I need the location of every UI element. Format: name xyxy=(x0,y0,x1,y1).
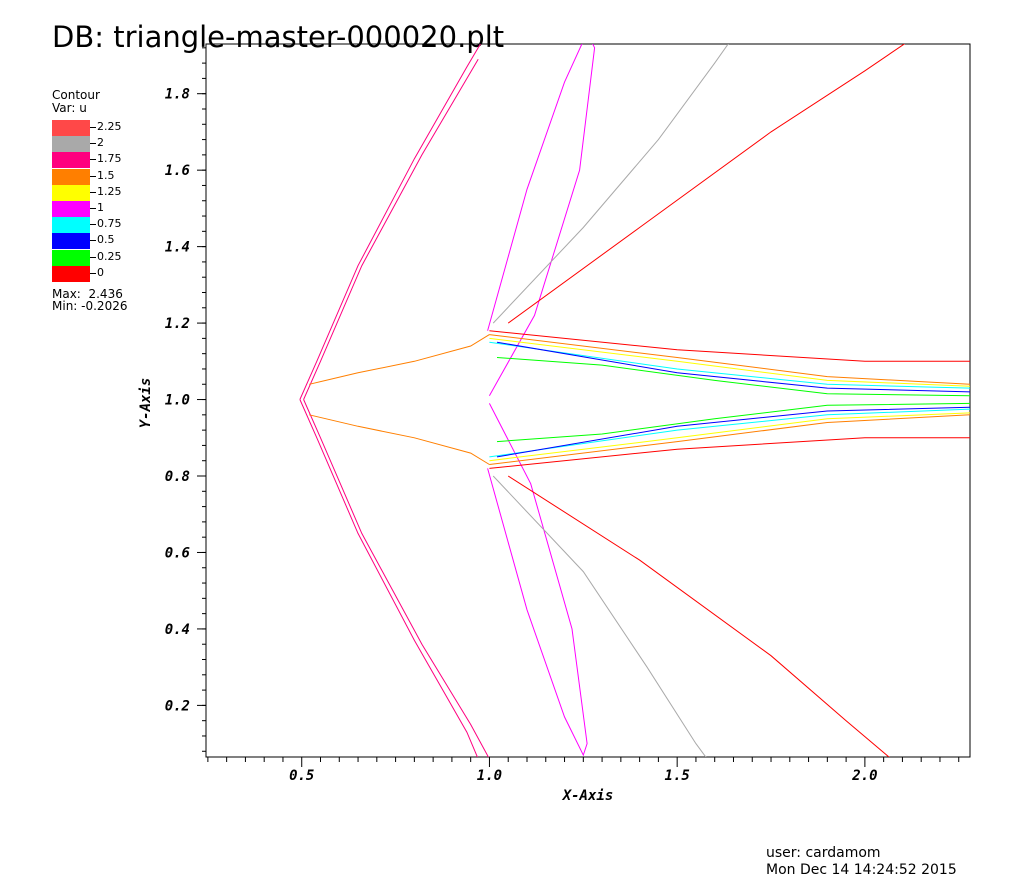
legend-swatch xyxy=(52,233,90,250)
legend-item: 0.75 xyxy=(52,217,172,234)
plot-footer: user: cardamom Mon Dec 14 14:24:52 2015 xyxy=(766,845,957,879)
contour-line xyxy=(489,408,970,458)
contour-line xyxy=(487,44,596,396)
legend-max: Max: 2.436 xyxy=(52,287,123,301)
contour-line xyxy=(299,399,478,757)
legend-swatch xyxy=(52,152,90,169)
contour-line xyxy=(507,475,890,757)
y-tick-label: 1.6 xyxy=(165,163,190,179)
legend-item: 0 xyxy=(52,265,172,282)
legend-label: 2 xyxy=(97,136,104,150)
y-tick-label: 1.0 xyxy=(165,393,190,409)
legend-item: 1.75 xyxy=(52,152,172,169)
legend-label: 2.25 xyxy=(97,120,122,133)
contour-line xyxy=(489,341,970,389)
contour-line xyxy=(489,334,970,385)
contour-line xyxy=(299,44,481,400)
footer-timestamp: Mon Dec 14 14:24:52 2015 xyxy=(766,862,957,878)
contour-line xyxy=(492,44,729,324)
legend-tick xyxy=(90,191,96,193)
legend-label: 1.5 xyxy=(97,168,115,182)
legend-swatch xyxy=(52,217,90,234)
legend-tick xyxy=(90,272,96,274)
legend-swatch xyxy=(52,249,90,266)
contour-line xyxy=(496,341,970,393)
contour-line xyxy=(489,414,970,465)
y-tick-label: 0.2 xyxy=(165,698,190,714)
legend-tick xyxy=(90,127,96,128)
plot-title: DB: triangle-master-000020.plt xyxy=(52,20,505,54)
legend-label: 0.5 xyxy=(97,233,115,247)
contour-line xyxy=(492,475,707,757)
legend-tick xyxy=(90,224,96,226)
legend-swatch xyxy=(52,201,90,217)
contour-line xyxy=(489,330,970,362)
legend-swatch xyxy=(52,265,90,282)
legend-item: 1.25 xyxy=(52,184,172,201)
y-tick-label: 0.8 xyxy=(165,469,190,485)
legend-label: 1.75 xyxy=(97,152,122,166)
y-axis-title: Y-Axis xyxy=(138,378,154,429)
contour-legend: Contour Var: u 2.25 2 1.75 1.5 1.25 1 0.75 0.5 0… xyxy=(52,88,172,312)
legend-tick xyxy=(90,256,96,258)
legend-swatch xyxy=(52,120,90,136)
legend-item: 1.5 xyxy=(52,168,172,185)
plot-frame xyxy=(205,43,971,758)
contour-line xyxy=(496,357,970,397)
x-tick-label: 1.5 xyxy=(665,768,690,784)
legend-label: 0.25 xyxy=(97,249,122,263)
contour-line xyxy=(507,44,906,324)
legend-item: 0.5 xyxy=(52,233,172,250)
legend-tick xyxy=(90,159,96,161)
y-tick-label: 1.4 xyxy=(165,240,190,256)
legend-tick xyxy=(90,208,96,209)
legend-swatch xyxy=(52,168,90,185)
contour-line xyxy=(309,414,490,465)
legend-item: 1 xyxy=(52,201,172,217)
legend-item: 2.25 xyxy=(52,120,172,136)
contour-line xyxy=(489,337,970,387)
legend-min: Min: -0.2026 xyxy=(52,299,128,313)
contour-line xyxy=(496,402,970,443)
legend-label: 1.25 xyxy=(97,184,122,198)
contour-line xyxy=(489,437,970,469)
legend-tick xyxy=(90,143,96,145)
y-tick-label: 0.4 xyxy=(165,622,190,638)
legend-item: 2 xyxy=(52,136,172,153)
y-tick-label: 1.2 xyxy=(165,316,190,332)
contour-line xyxy=(309,334,490,385)
x-tick-label: 1.0 xyxy=(477,768,502,784)
y-tick-label: 0.6 xyxy=(165,545,190,561)
x-axis-title: X-Axis xyxy=(562,788,614,804)
legend-tick xyxy=(90,240,96,242)
legend-label: 0 xyxy=(97,265,104,279)
contour-line xyxy=(489,412,970,462)
x-tick-label: 0.5 xyxy=(289,768,314,784)
x-tick-label: 2.0 xyxy=(851,768,877,784)
legend-tick xyxy=(90,175,96,177)
legend-variable: Var: u xyxy=(52,101,87,115)
legend-swatch xyxy=(52,136,90,153)
legend-label: 0.75 xyxy=(97,217,122,231)
legend-item: 0.25 xyxy=(52,249,172,266)
contour-line xyxy=(303,59,479,400)
contour-line xyxy=(487,403,588,757)
legend-swatch xyxy=(52,184,90,201)
contour-line xyxy=(496,406,970,458)
footer-user: user: cardamom xyxy=(766,845,881,861)
y-tick-label: 1.8 xyxy=(165,87,190,103)
legend-heading: Contour xyxy=(52,88,100,102)
legend-label: 1 xyxy=(97,201,104,214)
contour-line xyxy=(303,399,489,757)
